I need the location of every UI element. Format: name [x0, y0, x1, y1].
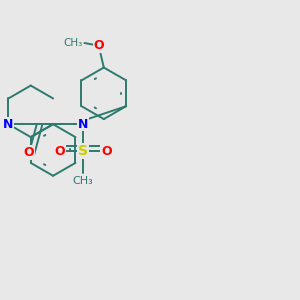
- Text: O: O: [93, 39, 104, 52]
- Text: O: O: [24, 146, 34, 159]
- Text: O: O: [55, 145, 65, 158]
- Text: N: N: [78, 118, 88, 131]
- Text: CH₃: CH₃: [73, 176, 94, 186]
- Text: N: N: [3, 118, 14, 131]
- Text: O: O: [101, 145, 112, 158]
- Text: S: S: [78, 144, 88, 158]
- Text: CH₃: CH₃: [64, 38, 83, 48]
